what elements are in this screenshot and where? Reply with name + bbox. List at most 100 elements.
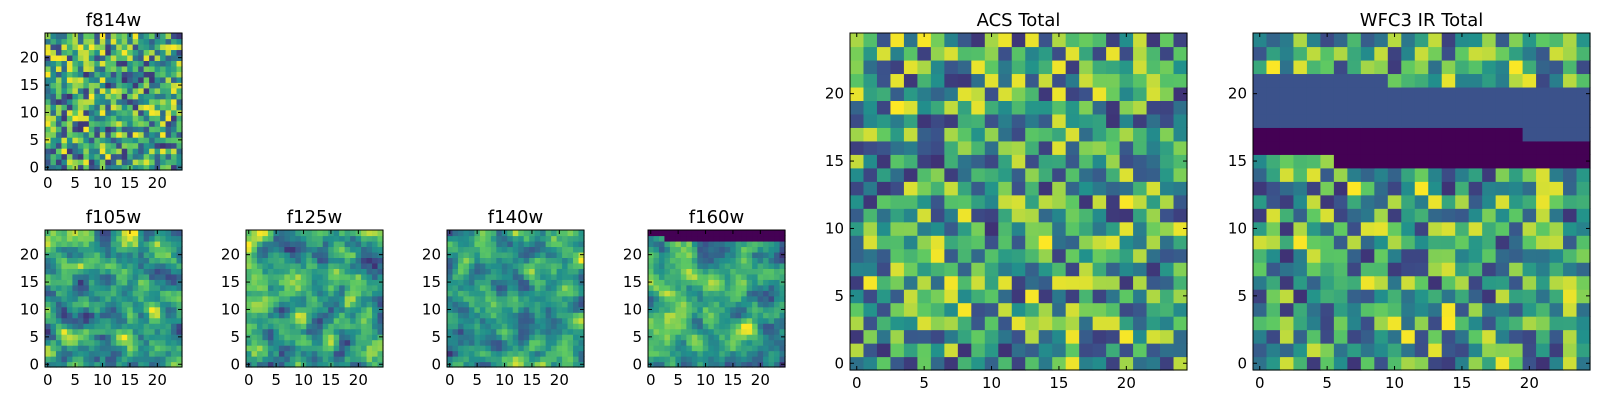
- heatmap-cell: [176, 301, 183, 308]
- heatmap-cell: [1119, 86, 1134, 101]
- heatmap-cell: [317, 350, 324, 357]
- heatmap-cell: [1173, 316, 1188, 331]
- heatmap-cell: [1468, 100, 1483, 115]
- heatmap-cell: [328, 273, 335, 280]
- heatmap-cell: [99, 339, 106, 346]
- heatmap-cell: [143, 71, 150, 78]
- heatmap-cell: [55, 120, 63, 127]
- heatmap-cell: [1065, 194, 1080, 209]
- heatmap-cell: [284, 290, 291, 297]
- heatmap-cell: [311, 339, 318, 346]
- heatmap-cell: [317, 317, 324, 324]
- y-tick-label: 5: [1237, 287, 1247, 305]
- heatmap-cell: [1414, 113, 1429, 128]
- heatmap-cell: [523, 356, 530, 363]
- heatmap-cell: [333, 257, 340, 264]
- heatmap-cell: [256, 257, 264, 264]
- heatmap-cell: [45, 153, 52, 160]
- heatmap-cell: [697, 290, 704, 297]
- y-tick-label: 10: [623, 300, 642, 318]
- heatmap-cell: [757, 246, 764, 253]
- heatmap-cell: [154, 306, 161, 313]
- heatmap-cell: [176, 290, 183, 297]
- heatmap-cell: [350, 306, 357, 313]
- heatmap-cell: [45, 312, 52, 319]
- heatmap-cell: [110, 328, 117, 335]
- heatmap-cell: [545, 323, 552, 330]
- heatmap-cell: [121, 230, 128, 237]
- heatmap-cell: [77, 115, 84, 122]
- heatmap-cell: [366, 257, 373, 264]
- heatmap-cell: [110, 120, 117, 127]
- heatmap-cell: [876, 316, 892, 331]
- heatmap-cell: [1495, 235, 1510, 250]
- y-tick-label: 15: [422, 273, 441, 291]
- heatmap-cell: [256, 345, 264, 352]
- heatmap-cell: [719, 306, 726, 313]
- heatmap-cell: [944, 140, 959, 155]
- heatmap-cell: [708, 306, 715, 313]
- heatmap-cell: [333, 334, 340, 341]
- heatmap-cell: [1306, 302, 1321, 317]
- heatmap-cell: [317, 235, 324, 242]
- heatmap-cell: [61, 284, 68, 291]
- heatmap-cell: [165, 306, 172, 313]
- heatmap-cell: [468, 312, 475, 319]
- heatmap-cell: [501, 251, 508, 258]
- heatmap-cell: [1160, 154, 1175, 169]
- heatmap-cell: [72, 131, 79, 138]
- heatmap-cell: [171, 235, 178, 242]
- heatmap-cell: [890, 73, 905, 88]
- heatmap-cell: [1455, 33, 1470, 48]
- heatmap-cell: [165, 268, 172, 275]
- heatmap-cell: [160, 120, 167, 127]
- heatmap-cell: [99, 153, 106, 160]
- heatmap-cell: [132, 60, 139, 67]
- heatmap-cell: [256, 306, 264, 313]
- heatmap-cell: [132, 295, 139, 302]
- heatmap-cell: [957, 33, 972, 48]
- heatmap-cell: [686, 246, 693, 253]
- heatmap-cell: [1160, 356, 1175, 371]
- heatmap-cell: [534, 339, 541, 346]
- heatmap-cell: [127, 273, 134, 280]
- heatmap-cell: [317, 323, 324, 330]
- heatmap-cell: [1025, 221, 1040, 236]
- heatmap-cell: [713, 251, 720, 258]
- heatmap-cell: [50, 301, 57, 308]
- heatmap-cell: [474, 312, 481, 319]
- heatmap-cell: [468, 345, 475, 352]
- heatmap-cell: [1173, 356, 1188, 371]
- heatmap-cell: [110, 235, 117, 242]
- heatmap-cell: [300, 257, 307, 264]
- heatmap-cell: [77, 273, 84, 280]
- heatmap-cell: [523, 312, 530, 319]
- heatmap-cell: [55, 142, 63, 149]
- heatmap-cell: [774, 312, 781, 319]
- heatmap-cell: [903, 262, 918, 277]
- heatmap-cell: [917, 316, 932, 331]
- heatmap-cell: [1279, 154, 1295, 169]
- heatmap-cell: [333, 268, 340, 275]
- heatmap-cell: [763, 246, 770, 253]
- heatmap-cell: [154, 148, 161, 155]
- heatmap-cell: [512, 306, 519, 313]
- heatmap-cell: [300, 295, 307, 302]
- heatmap-cell: [971, 262, 986, 277]
- heatmap-cell: [344, 339, 351, 346]
- heatmap-cell: [774, 356, 781, 363]
- heatmap-cell: [61, 104, 68, 111]
- heatmap-cell: [1387, 329, 1402, 344]
- heatmap-cell: [1253, 140, 1268, 155]
- heatmap-cell: [984, 59, 999, 75]
- heatmap-cell: [372, 312, 379, 319]
- heatmap-cell: [176, 295, 183, 302]
- heatmap-cell: [138, 98, 145, 105]
- heatmap-cell: [529, 246, 536, 253]
- heatmap-cell: [160, 153, 167, 160]
- heatmap-cell: [1549, 194, 1564, 209]
- heatmap-cell: [746, 273, 753, 280]
- heatmap-cell: [534, 328, 541, 335]
- heatmap-cell: [251, 235, 258, 242]
- heatmap-cell: [1173, 100, 1188, 115]
